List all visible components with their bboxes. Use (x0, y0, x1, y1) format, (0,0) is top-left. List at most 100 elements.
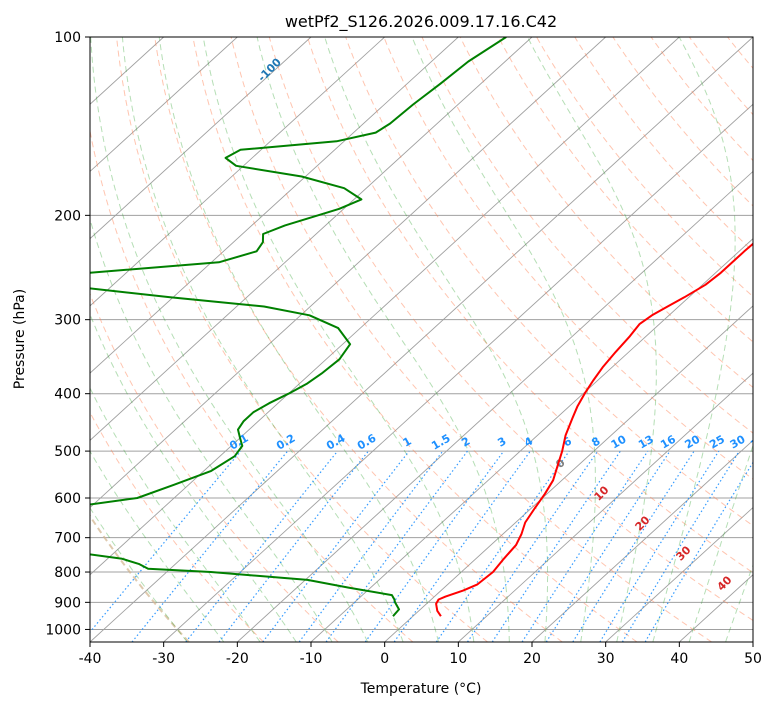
axes: -40 -30 -20 -10 0 10 20 30 40 5010020030040050060… (45, 30, 762, 667)
dry-adiabat-line (192, 37, 638, 642)
isotherm-line (90, 37, 533, 441)
dry-adiabat-line (574, 37, 753, 252)
moist-adiabat-line (256, 37, 510, 642)
mixing-ratio-line (599, 450, 720, 642)
x-tick-label: 40 (670, 651, 688, 667)
moist-adiabat-line (158, 37, 439, 642)
plot-area: 0.1 0.2 0.4 0.6 1 1.5 2 3 4 6 8 10 13 16 20 25 30 36-100-… (90, 37, 775, 642)
x-tick-label: -30 (152, 651, 175, 667)
dry-adiabat-line (307, 37, 753, 574)
moist-adiabat-line (202, 37, 475, 642)
moist-adiabat-line (411, 37, 596, 642)
mixing-ratio-line (393, 450, 531, 642)
x-tick-label: -40 (79, 651, 102, 667)
isotherm-line (90, 37, 606, 509)
mixing-ratio-line (90, 450, 242, 633)
y-tick-label: 500 (54, 444, 81, 460)
dry-adiabat-line (268, 37, 753, 622)
mixing-ratio-line (545, 450, 671, 642)
moist-adiabat-line (90, 217, 333, 642)
moist-adiabat-label: 10 (592, 483, 612, 503)
moist-adiabat-line (725, 563, 753, 642)
moist-adiabat-line (652, 37, 736, 642)
isotherm-line (752, 641, 753, 642)
dry-adiabat-line (230, 37, 712, 642)
isotherm-line (90, 37, 312, 240)
moist-adiabat-line (90, 506, 188, 642)
x-tick-label: 0 (380, 651, 389, 667)
x-axis-label: Temperature (°C) (360, 681, 482, 697)
mixing-ratio-label: 30 (728, 432, 748, 451)
moist-adiabat-line (90, 313, 297, 642)
mixing-ratio-line (435, 450, 570, 642)
isotherm-line (384, 305, 753, 642)
dry-adiabat-line (345, 37, 753, 527)
dry-adiabat-line (766, 37, 775, 642)
mixing-ratio-label: 36 (748, 432, 768, 451)
dry-adiabat-line (421, 37, 753, 434)
mixing-ratio-line (466, 450, 599, 642)
dry-adiabat-line (90, 128, 414, 642)
mixing-ratio-line (621, 450, 740, 642)
mixing-ratio-label: 25 (707, 433, 727, 452)
mixing-ratio-line (185, 450, 339, 642)
y-tick-label: 600 (54, 491, 81, 507)
mixing-ratio-line (491, 450, 621, 642)
dry-adiabat-line (90, 292, 339, 642)
mixing-ratio-label: 1.5 (429, 432, 452, 453)
mixing-ratio-line (218, 450, 369, 642)
isotherm-line (310, 238, 753, 642)
x-tick-label: -10 (300, 651, 323, 667)
y-tick-label: 300 (54, 313, 81, 329)
dry-adiabat-line (90, 411, 264, 642)
y-tick-label: 800 (54, 565, 81, 581)
x-tick-label: 10 (449, 651, 467, 667)
moist-adiabat-label: 40 (715, 573, 735, 593)
isotherm-line (90, 37, 459, 374)
dry-adiabat-line (727, 37, 753, 70)
isotherm-line (90, 37, 753, 642)
y-tick-label: 200 (54, 208, 81, 224)
moist-adiabat-line (90, 37, 369, 642)
isotherm-line (605, 506, 753, 642)
y-tick-label: 100 (54, 30, 81, 46)
dry-adiabat-line (90, 514, 190, 642)
moist-adiabat-line (688, 444, 753, 642)
chart-title: wetPf2_S126.2026.009.17.16.C42 (285, 12, 557, 32)
moist-adiabat-line (324, 37, 549, 642)
y-tick-label: 400 (54, 387, 81, 403)
x-tick-label: -20 (226, 651, 249, 667)
mixing-ratio-line (262, 450, 410, 642)
dry-adiabat-line (497, 37, 753, 343)
dry-adiabat-line (154, 37, 563, 642)
mixing-ratio-label: 3 (495, 435, 508, 450)
moist-adiabat-label: 20 (633, 513, 653, 533)
isotherm-label: -100 (255, 55, 284, 84)
temperature-line (435, 242, 753, 617)
x-tick-label: 30 (597, 651, 615, 667)
y-axis-label: Pressure (hPa) (12, 289, 28, 389)
x-tick-label: 20 (523, 651, 541, 667)
moist-adiabat-label: 30 (674, 543, 694, 563)
dry-adiabat-line (688, 37, 753, 116)
mixing-ratio-label: 0.2 (274, 432, 297, 453)
mixing-ratio-line (572, 450, 695, 642)
mixing-ratio-label: 16 (658, 432, 678, 451)
y-tick-label: 700 (54, 531, 81, 547)
dry-adiabat-line (650, 37, 753, 162)
plot-frame (89, 36, 754, 643)
mixing-ratio-line (131, 450, 289, 642)
x-tick-label: 50 (744, 651, 762, 667)
isotherm-line (90, 37, 238, 173)
mixing-ratio-label: 1 (401, 435, 414, 450)
y-tick-label: 900 (54, 595, 81, 611)
isotherm-line (90, 37, 385, 307)
moist-adiabat-line (121, 37, 404, 642)
mixing-ratio-line (364, 450, 505, 642)
y-tick-label: 1000 (45, 622, 81, 638)
isotherm-line (458, 372, 753, 642)
isotherm-line (163, 103, 753, 642)
dry-adiabat-line (536, 37, 753, 298)
